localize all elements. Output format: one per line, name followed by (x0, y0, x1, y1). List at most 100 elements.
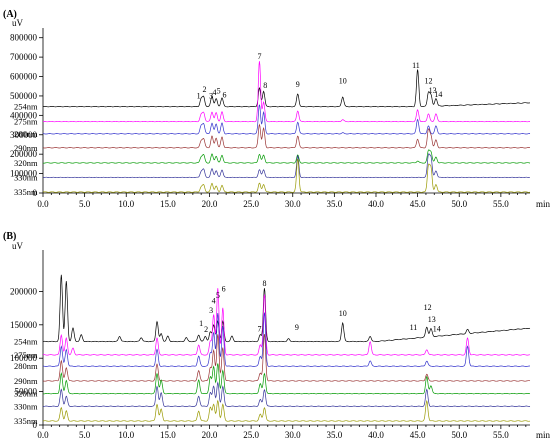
trace-label: 275nm (14, 350, 38, 360)
x-tick-label: 5.0 (79, 199, 91, 209)
y-tick-label: 800000 (10, 33, 38, 43)
peak-label: 9 (296, 80, 300, 89)
x-tick-label: 55.0 (493, 430, 509, 440)
peak-label: 7 (257, 52, 261, 61)
peak-label: 3 (209, 91, 213, 100)
x-axis-unit-label: min (536, 430, 550, 440)
x-tick-label: 20.0 (202, 199, 218, 209)
peak-label: 10 (339, 76, 347, 85)
peak-label: 4 (212, 296, 216, 305)
x-tick-label: 40.0 (368, 430, 384, 440)
x-tick-label: 30.0 (285, 430, 301, 440)
y-tick-label: 200000 (10, 149, 38, 159)
peak-label: 7 (257, 324, 261, 333)
trace-line-290nm (42, 333, 531, 382)
trace-line-280nm (43, 312, 530, 367)
trace-label: 280nm (14, 361, 38, 371)
chart-panel-b: (B)uV 0 50000 100000 150000 200000 0.0 5.0 10.0 1… (3, 231, 550, 440)
peak-label: 2 (204, 325, 208, 334)
y-tick-label: 0 (33, 188, 38, 198)
peak-label: 1 (199, 319, 203, 328)
x-axis-unit-label: min (536, 199, 550, 209)
y-tick-label: 100000 (10, 169, 38, 179)
peak-label: 4 (212, 88, 216, 97)
peak-label: 14 (433, 324, 441, 333)
x-tick-label: 35.0 (326, 430, 342, 440)
x-tick-label: 25.0 (243, 199, 259, 209)
trace-line-320nm (43, 149, 531, 164)
peak-label: 3 (209, 306, 213, 315)
trace-line-330nm (43, 381, 531, 407)
trace-label: 335nm (14, 187, 38, 197)
peak-label: 1 (197, 91, 201, 100)
trace-label: 330nm (14, 172, 38, 182)
y-tick-label: 400000 (10, 110, 38, 120)
peak-label: 6 (222, 284, 226, 293)
peak-label: 12 (424, 303, 432, 312)
trace-line-320nm (42, 363, 531, 395)
x-tick-label: 10.0 (118, 199, 134, 209)
peak-label: 13 (428, 315, 436, 324)
trace-label: 320nm (14, 389, 38, 399)
peak-label: 5 (216, 291, 220, 300)
peak-label: 14 (434, 90, 442, 99)
trace-label: 254nm (14, 102, 38, 112)
trace-label: 290nm (14, 376, 38, 386)
peak-label: 8 (262, 279, 266, 288)
y-axis-unit-label: uV (12, 18, 24, 28)
trace-line-335nm (42, 158, 531, 193)
x-tick-label: 10.0 (118, 430, 134, 440)
x-tick-label: 30.0 (285, 199, 301, 209)
trace-line-290nm (42, 123, 531, 149)
trace-line-280nm (43, 104, 531, 135)
x-tick-label: 40.0 (368, 199, 384, 209)
x-tick-label: 0.0 (37, 199, 49, 209)
peak-label: 6 (222, 90, 226, 99)
trace-label: 280nm (14, 129, 38, 139)
panel-label: (A) (3, 9, 17, 20)
y-tick-label: 150000 (10, 320, 38, 330)
peak-label: 13 (429, 86, 437, 95)
trace-label: 254nm (14, 337, 38, 347)
trace-label: 290nm (14, 143, 38, 153)
trace-label: 275nm (14, 117, 38, 127)
peak-label: 2 (203, 85, 207, 94)
y-tick-label: 50000 (15, 387, 38, 397)
peak-label: 8 (263, 81, 267, 90)
peak-label: 12 (424, 76, 432, 85)
panel-label: (B) (3, 231, 16, 242)
x-tick-label: 45.0 (410, 199, 426, 209)
y-tick-label: 700000 (10, 52, 38, 62)
x-tick-label: 50.0 (451, 199, 467, 209)
peak-label: 11 (412, 61, 420, 70)
peak-label: 5 (217, 87, 221, 96)
y-tick-label: 100000 (10, 353, 38, 363)
trace-label: 320nm (14, 158, 38, 168)
y-tick-label: 0 (33, 420, 38, 430)
trace-label: 330nm (14, 401, 38, 411)
peak-label: 9 (295, 323, 299, 332)
trace-line-330nm (43, 153, 530, 179)
trace-line-275nm (42, 61, 531, 123)
x-tick-label: 15.0 (160, 430, 176, 440)
y-axis-unit-label: uV (12, 241, 24, 251)
x-tick-label: 50.0 (451, 430, 467, 440)
x-tick-label: 45.0 (410, 430, 426, 440)
trace-line-254nm (42, 69, 531, 108)
x-tick-label: 55.0 (493, 199, 509, 209)
y-tick-label: 500000 (10, 91, 38, 101)
chart-panel-a: (A)uV 0 100000 200000 300000 400000 500000 6000… (3, 9, 550, 209)
trace-line-335nm (42, 399, 531, 422)
y-tick-label: 600000 (10, 72, 38, 82)
peak-label: 11 (410, 323, 418, 332)
y-tick-label: 200000 (10, 286, 38, 296)
x-tick-label: 25.0 (243, 430, 259, 440)
x-tick-label: 0.0 (37, 430, 49, 440)
peak-label: 10 (339, 309, 347, 318)
x-tick-label: 35.0 (326, 199, 342, 209)
trace-label: 335nm (14, 416, 38, 426)
y-tick-label: 300000 (10, 130, 38, 140)
x-tick-label: 15.0 (160, 199, 176, 209)
x-tick-label: 20.0 (202, 430, 218, 440)
